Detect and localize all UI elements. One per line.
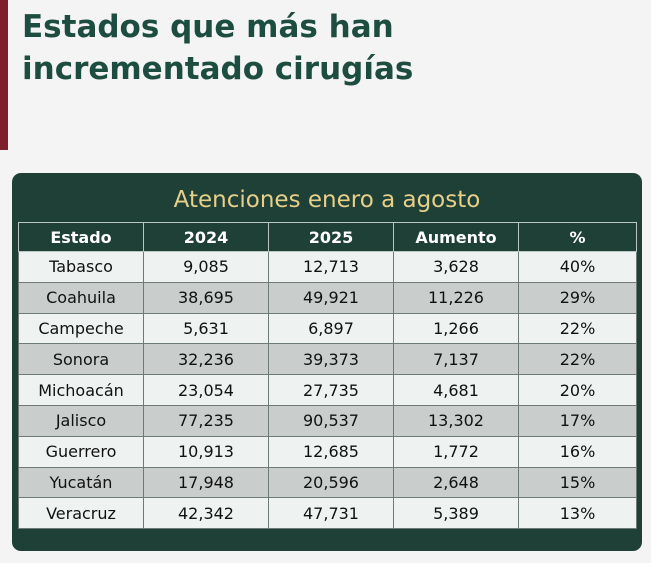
cell-2025: 47,731 [268,497,394,530]
cell-2025: 6,897 [268,312,394,345]
table-row: Tabasco 9,085 12,713 3,628 40% [18,251,637,283]
column-header-aumento: Aumento [393,222,519,252]
column-header-percent: % [518,222,637,252]
cell-aumento: 5,389 [393,497,519,530]
cell-percent: 17% [518,404,637,437]
cell-aumento: 13,302 [393,404,519,437]
cell-2025: 39,373 [268,343,394,376]
table-heading: Atenciones enero a agosto [173,187,481,213]
cell-2024: 5,631 [143,312,269,345]
cell-2024: 32,236 [143,343,269,376]
cell-2025: 49,921 [268,281,394,314]
cell-estado: Coahuila [18,281,144,314]
page-title: Estados que más han incrementado cirugía… [22,9,414,87]
column-header-estado: Estado [18,222,144,252]
table-row: Michoacán 23,054 27,735 4,681 20% [18,374,637,406]
cell-2024: 17,948 [143,466,269,499]
table-row: Yucatán 17,948 20,596 2,648 15% [18,466,637,499]
table-row: Veracruz 42,342 47,731 5,389 13% [18,497,637,530]
cell-percent: 13% [518,497,637,530]
table-row: Campeche 5,631 6,897 1,266 22% [18,312,637,345]
cell-aumento: 1,266 [393,312,519,345]
column-header-2024: 2024 [143,222,269,252]
cell-aumento: 4,681 [393,374,519,406]
table-row: Jalisco 77,235 90,537 13,302 17% [18,404,637,437]
cell-estado: Jalisco [18,404,144,437]
header-row: Estado 2024 2025 Aumento % [18,222,637,252]
table-card: Atenciones enero a agosto Estado 2024 20… [12,173,642,551]
table-row: Guerrero 10,913 12,685 1,772 16% [18,435,637,468]
accent-bar [0,0,8,150]
cell-2024: 42,342 [143,497,269,530]
cell-percent: 16% [518,435,637,468]
cell-percent: 20% [518,374,637,406]
cell-2024: 38,695 [143,281,269,314]
column-header-2025: 2025 [268,222,394,252]
cell-2024: 23,054 [143,374,269,406]
cell-aumento: 7,137 [393,343,519,376]
cell-percent: 15% [518,466,637,499]
cell-aumento: 11,226 [393,281,519,314]
data-table: Estado 2024 2025 Aumento % Tabasco 9,085… [18,222,637,530]
table-row: Coahuila 38,695 49,921 11,226 29% [18,281,637,314]
cell-estado: Campeche [18,312,144,345]
cell-estado: Guerrero [18,435,144,468]
cell-aumento: 2,648 [393,466,519,499]
table-row: Sonora 32,236 39,373 7,137 22% [18,343,637,376]
cell-percent: 22% [518,343,637,376]
cell-estado: Michoacán [18,374,144,406]
cell-estado: Tabasco [18,251,144,283]
cell-2025: 20,596 [268,466,394,499]
cell-aumento: 3,628 [393,251,519,283]
cell-2025: 90,537 [268,404,394,437]
cell-2025: 27,735 [268,374,394,406]
cell-estado: Sonora [18,343,144,376]
cell-estado: Veracruz [18,497,144,530]
cell-estado: Yucatán [18,466,144,499]
cell-2025: 12,713 [268,251,394,283]
cell-aumento: 1,772 [393,435,519,468]
cell-percent: 40% [518,251,637,283]
cell-percent: 22% [518,312,637,345]
cell-2024: 9,085 [143,251,269,283]
cell-2024: 10,913 [143,435,269,468]
cell-percent: 29% [518,281,637,314]
cell-2025: 12,685 [268,435,394,468]
cell-2024: 77,235 [143,404,269,437]
